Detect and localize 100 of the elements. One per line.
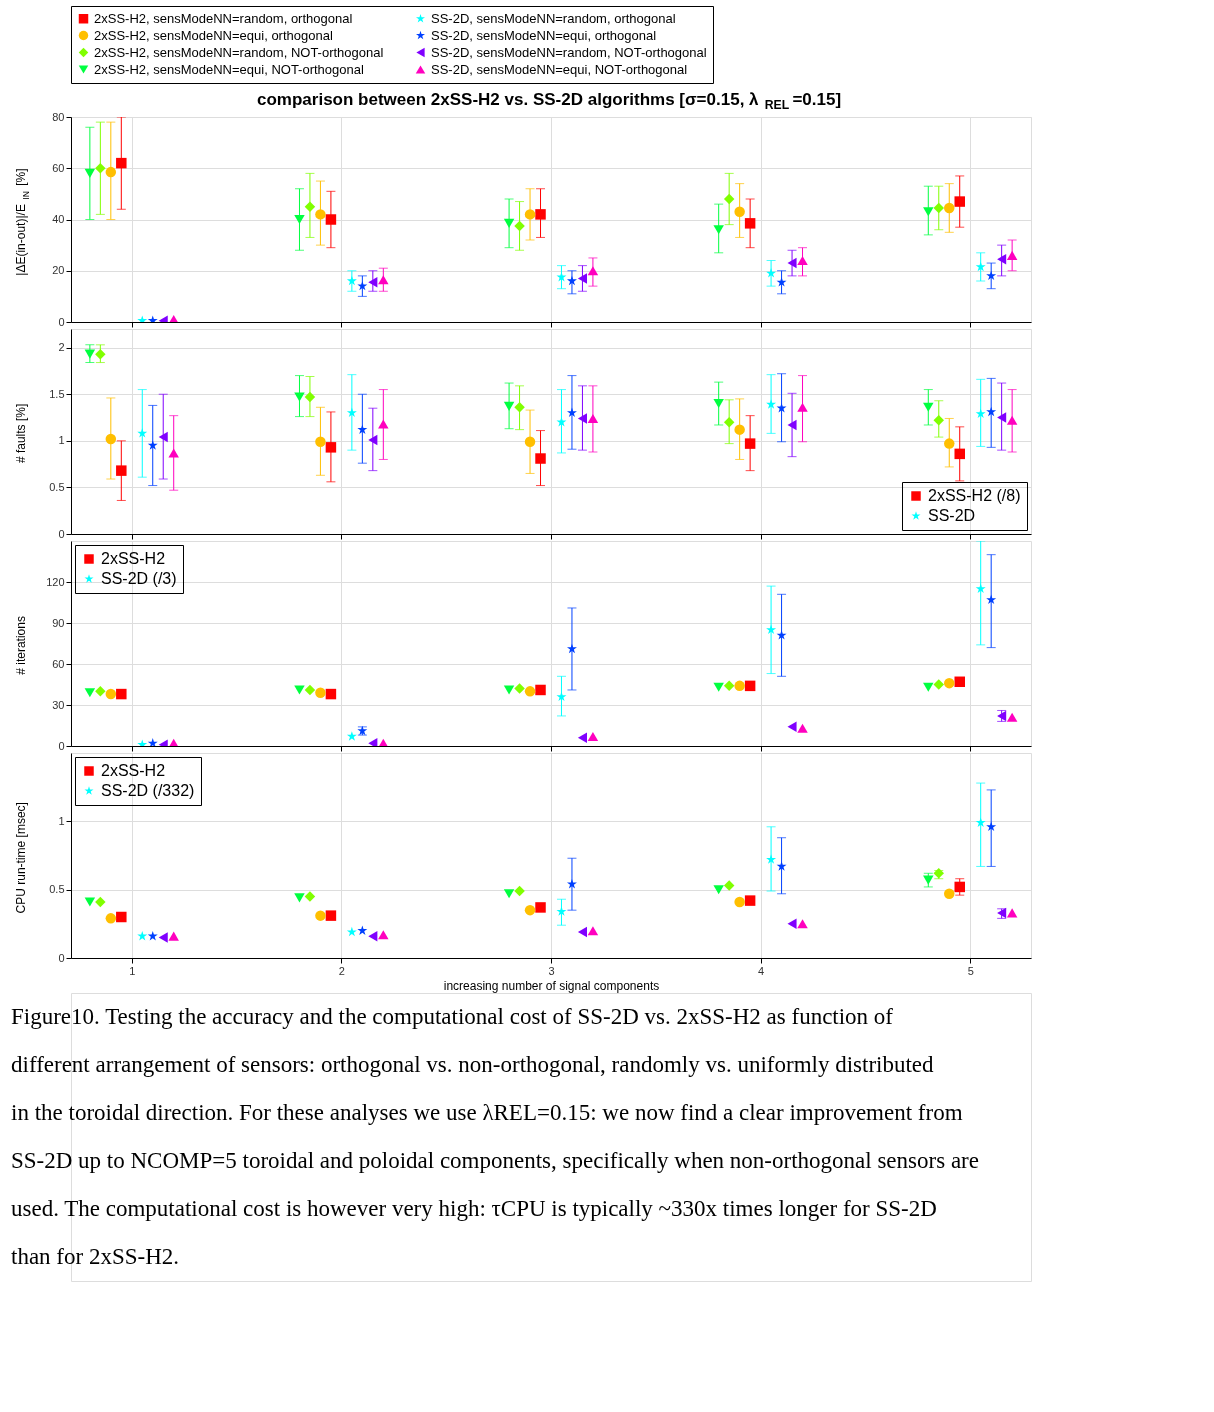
point — [1006, 712, 1018, 722]
point — [84, 688, 96, 698]
y-tick-label: 20 — [52, 264, 65, 277]
point — [535, 902, 546, 913]
point — [787, 721, 797, 733]
point — [535, 684, 546, 696]
y-tick-label: 1 — [58, 434, 65, 447]
x-tick-label: 2 — [338, 964, 345, 977]
legend-label: 2xSS-H2 — [101, 550, 166, 567]
legend-label: SS-2D — [928, 507, 976, 524]
point — [315, 910, 326, 921]
y-axis-title: |ΔE(in-out)|/EIN [%] — [14, 168, 31, 276]
point — [368, 930, 378, 942]
point — [357, 280, 368, 291]
y-tick-label: 2 — [58, 341, 65, 354]
point — [368, 738, 378, 746]
legend-label: SS-2D, sensModeNN=random, orthogonal — [431, 10, 676, 26]
point — [954, 676, 965, 688]
point — [294, 685, 305, 695]
x-tick-label: 4 — [758, 964, 765, 977]
point — [944, 677, 955, 689]
point — [524, 686, 536, 697]
y-tick-label: 1.5 — [49, 387, 65, 400]
point — [734, 680, 745, 692]
point — [524, 904, 536, 916]
legend-label: SS-2D, sensModeNN=equi, NOT-orthogonal — [431, 61, 688, 77]
point — [357, 925, 368, 935]
point — [587, 926, 599, 936]
y-tick-label: 0 — [58, 527, 65, 540]
point — [514, 683, 525, 694]
x-axis-title: increasing number of signal components — [443, 978, 660, 993]
point — [514, 885, 525, 897]
y-axis-title: CPU run-time [msec] — [14, 802, 28, 914]
point — [744, 895, 756, 906]
point — [304, 684, 316, 696]
point — [325, 688, 337, 700]
y-tick-label: 0.5 — [49, 480, 65, 493]
point — [954, 196, 965, 207]
point — [95, 896, 106, 908]
point — [723, 880, 735, 891]
point — [723, 680, 735, 692]
point — [503, 685, 515, 695]
point — [168, 931, 179, 941]
point — [535, 209, 546, 220]
point — [304, 891, 316, 902]
point — [954, 448, 965, 460]
point — [116, 688, 127, 700]
y-tick-label: 0 — [58, 739, 65, 752]
legend-label: 2xSS-H2, sensModeNN=random, orthogonal — [94, 10, 353, 26]
point — [713, 682, 724, 692]
legend-label: SS-2D (/3) — [101, 570, 177, 587]
y-tick-label: 0.5 — [49, 883, 65, 896]
point — [158, 431, 168, 443]
y-tick-label: 30 — [52, 698, 65, 711]
y-tick-label: 120 — [46, 575, 65, 588]
legend-label: SS-2D (/332) — [101, 782, 195, 799]
legend-label: 2xSS-H2, sensModeNN=random, NOT-orthogonal — [94, 44, 384, 60]
legend-label: SS-2D, sensModeNN=random, NOT-orthogonal — [431, 44, 707, 60]
y-tick-label: 60 — [52, 161, 65, 174]
point — [734, 896, 745, 908]
point — [587, 731, 599, 741]
x-tick-label: 5 — [967, 964, 974, 977]
y-tick-label: 40 — [52, 213, 65, 225]
y-tick-label: 1 — [58, 814, 65, 827]
point — [325, 910, 337, 921]
point — [944, 888, 955, 899]
point — [577, 732, 587, 744]
point — [95, 686, 106, 697]
y-axis-title: # iterations — [14, 616, 28, 675]
point — [713, 885, 724, 895]
y-tick-label: 0 — [58, 951, 65, 964]
point — [84, 897, 96, 907]
legend-label: SS-2D, sensModeNN=equi, orthogonal — [431, 27, 657, 43]
point — [294, 893, 305, 903]
x-tick-label: 3 — [548, 964, 555, 977]
x-tick-label: 1 — [129, 964, 136, 977]
point — [787, 419, 797, 431]
point — [116, 157, 127, 169]
caption: Figure10. Testing the accuracy and the computational cost of SS-2D vs. 2xSS-H2 as function of different arrangement of sensors: orthogonal vs. non-orthogonal, randomly vs. uniformly distributed in the toroidal direction. For these analyses we use λREL=0.15: we now find a clear improvement from SS-2D up to NCOMP=5 toroidal and poloidal components, specifically when non-orthogonal sensors are used. The computational cost is however very high: τCPU is typically ~330x times longer for SS-2D than for 2xSS-H2. — [11, 1004, 979, 1269]
legend-label: 2xSS-H2 (/8) — [928, 487, 1021, 504]
point — [744, 680, 756, 692]
point — [535, 453, 546, 464]
point — [346, 731, 357, 741]
point — [147, 738, 158, 746]
point — [378, 930, 389, 940]
point — [797, 723, 808, 733]
point — [294, 392, 305, 402]
point — [933, 679, 945, 690]
legend-label: 2xSS-H2, sensModeNN=equi, NOT-orthogonal — [94, 61, 364, 77]
point — [116, 465, 127, 476]
point — [577, 273, 587, 284]
point — [797, 919, 808, 929]
point — [923, 682, 934, 692]
point — [346, 926, 357, 937]
point — [787, 918, 797, 930]
point — [723, 193, 735, 205]
legend-label: 2xSS-H2 — [101, 762, 166, 779]
point — [577, 413, 587, 424]
point — [105, 913, 117, 924]
y-tick-label: 90 — [52, 616, 65, 629]
